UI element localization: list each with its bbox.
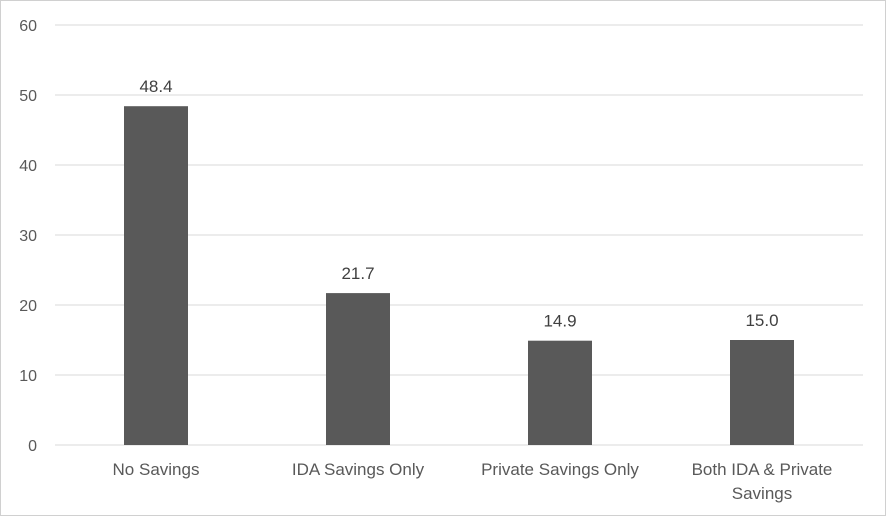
- bar-3: [730, 340, 794, 445]
- gridlines: [55, 24, 863, 446]
- y-tick-label-20: 20: [19, 298, 37, 315]
- data-label-0: 48.4: [139, 77, 172, 96]
- category-label-1: IDA Savings Only: [292, 460, 425, 479]
- y-tick-label-30: 30: [19, 228, 37, 245]
- bar-2: [528, 340, 592, 445]
- category-label-0: No Savings: [113, 460, 200, 479]
- y-axis-ticks: 0 10 20 30 40 50 60: [19, 18, 37, 455]
- category-label-2: Private Savings Only: [481, 460, 639, 479]
- y-tick-label-10: 10: [19, 368, 37, 385]
- y-tick-label-50: 50: [19, 88, 37, 105]
- y-tick-label-40: 40: [19, 158, 37, 175]
- x-axis-categories: No Savings IDA Savings Only Private Saving…: [113, 460, 833, 503]
- category-label-3-line-1: Savings: [732, 484, 792, 503]
- y-tick-label-60: 60: [19, 18, 37, 35]
- bars: [124, 106, 794, 445]
- y-tick-label-0: 0: [28, 438, 37, 455]
- data-labels: 48.4 21.7 14.9 15.0: [139, 77, 778, 331]
- data-label-2: 14.9: [543, 312, 576, 331]
- bar-0: [124, 106, 188, 445]
- category-label-3-line-0: Both IDA & Private: [692, 460, 833, 479]
- data-label-3: 15.0: [745, 311, 778, 330]
- data-label-1: 21.7: [341, 264, 374, 283]
- bar-1: [326, 293, 390, 445]
